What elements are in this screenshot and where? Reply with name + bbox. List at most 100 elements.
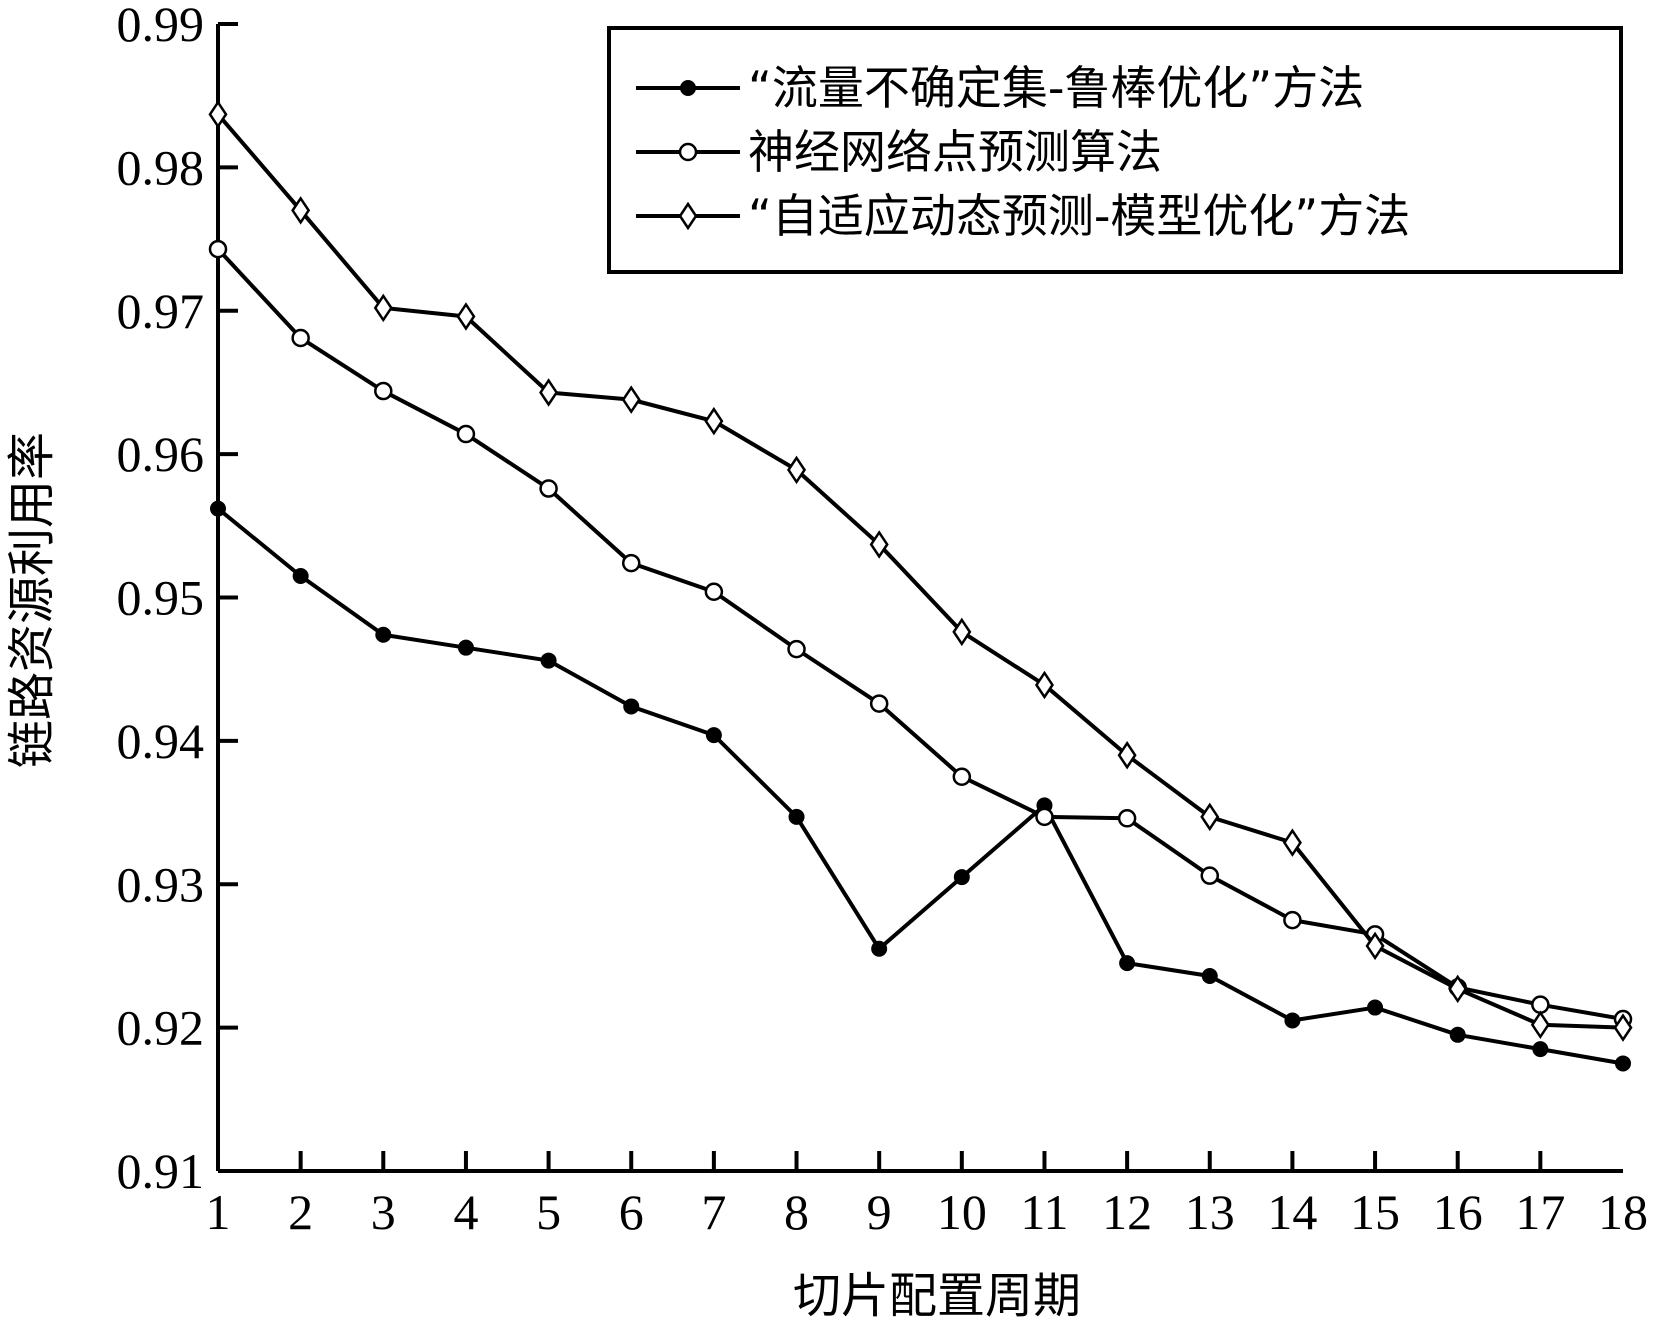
- y-tick-label: 0.96: [117, 426, 205, 482]
- series-1: [210, 500, 1631, 1072]
- axes: 0.910.920.930.940.950.960.970.980.991 2 3 4…: [117, 0, 1649, 1240]
- series-2-line: [216, 247, 1624, 1021]
- x-tick-label: 4: [453, 1184, 478, 1240]
- y-tick-label: 0.93: [117, 856, 205, 912]
- x-tick-label: 8: [784, 1184, 809, 1240]
- y-tick-label: 0.98: [117, 139, 205, 195]
- series-2-point: [539, 479, 558, 498]
- legend-label: 神经网络点预测算法: [748, 125, 1162, 179]
- x-tick-label: 5: [536, 1184, 561, 1240]
- x-tick-label: 10: [937, 1184, 987, 1240]
- series-3-point: [1530, 1010, 1550, 1040]
- series-1-point: [292, 567, 309, 584]
- series-1-point: [1201, 968, 1218, 985]
- series-3-point: [208, 100, 228, 129]
- series-2-point: [1035, 807, 1054, 827]
- series-3-point: [373, 293, 393, 323]
- series-layer: [208, 100, 1633, 1072]
- series-1-point: [623, 698, 640, 715]
- series-1-point: [540, 652, 557, 669]
- x-tick-label: 15: [1350, 1184, 1400, 1240]
- series-1-point: [457, 639, 474, 656]
- series-1-point: [1284, 1012, 1301, 1029]
- y-tick-label: 0.97: [117, 283, 205, 339]
- series-1-point: [375, 626, 392, 643]
- series-1-point: [1532, 1041, 1549, 1058]
- x-tick-label: 12: [1102, 1184, 1152, 1240]
- x-tick-label: 1: [206, 1184, 231, 1240]
- series-2-point: [374, 381, 393, 401]
- legend-marker: [680, 80, 696, 96]
- y-tick-label: 0.92: [117, 1000, 205, 1056]
- series-1-point: [705, 727, 722, 744]
- series-3-point: [1200, 802, 1220, 832]
- series-3-point: [1448, 974, 1468, 1004]
- series-3-point: [704, 406, 724, 436]
- series-3-point: [456, 302, 476, 331]
- x-tick-label: 2: [288, 1184, 313, 1240]
- series-2: [208, 239, 1633, 1029]
- x-tick-label: 17: [1515, 1184, 1565, 1240]
- y-tick-label: 0.99: [117, 0, 205, 52]
- series-1-point: [210, 500, 226, 517]
- series-3-point: [1282, 828, 1302, 857]
- series-1-point: [871, 940, 888, 957]
- series-1-line: [216, 507, 1624, 1066]
- series-3-point: [621, 385, 641, 414]
- series-2-point: [869, 694, 889, 713]
- x-axis-title: 切片配置周期: [793, 1268, 1081, 1324]
- series-2-point: [291, 328, 310, 348]
- legend-item-2: 神经网络点预测算法: [636, 125, 1162, 179]
- x-tick-label: 6: [619, 1184, 644, 1240]
- legend-marker: [678, 201, 698, 231]
- series-2-point: [952, 767, 972, 786]
- series-3-point: [952, 617, 972, 647]
- series-3-point: [1613, 1013, 1633, 1042]
- series-2-point: [704, 582, 724, 602]
- legend-item-1: “流量不确定集-鲁棒优化”方法: [636, 61, 1364, 115]
- y-tick-label: 0.94: [117, 713, 205, 769]
- legend-item-3: “自适应动态预测-模型优化”方法: [636, 189, 1410, 243]
- series-3-point: [1034, 670, 1054, 700]
- x-tick-label: 11: [1020, 1184, 1068, 1240]
- x-tick-label: 7: [701, 1184, 726, 1240]
- x-tick-label: 9: [867, 1184, 892, 1240]
- y-axis-title: 链路资源利用率: [4, 432, 60, 768]
- series-3-point: [291, 196, 311, 225]
- legend-marker: [678, 142, 698, 162]
- x-tick-label: 14: [1267, 1184, 1317, 1240]
- legend-box: [607, 26, 1623, 274]
- series-3-point: [539, 378, 559, 407]
- series-1-point: [1367, 999, 1384, 1016]
- series-1-point: [1615, 1055, 1631, 1072]
- series-3-point: [869, 530, 889, 559]
- series-3-point: [1365, 931, 1385, 961]
- series-3-line: [216, 113, 1624, 1030]
- x-tick-label: 18: [1598, 1184, 1648, 1240]
- series-3: [208, 100, 1633, 1042]
- series-2-point: [456, 424, 476, 444]
- y-tick-label: 0.95: [117, 570, 205, 626]
- series-2-point: [1117, 809, 1137, 828]
- legend-label: “自适应动态预测-模型优化”方法: [748, 189, 1410, 243]
- series-2-point: [1531, 995, 1550, 1014]
- legend-label: “流量不确定集-鲁棒优化”方法: [748, 61, 1364, 115]
- series-3-point: [787, 455, 807, 485]
- series-1-point: [788, 808, 805, 825]
- series-2-point: [208, 239, 228, 259]
- series-2-point: [1200, 866, 1220, 885]
- series-2-point: [787, 639, 806, 659]
- series-2-point: [621, 553, 641, 573]
- x-tick-label: 13: [1185, 1184, 1235, 1240]
- y-tick-label: 0.91: [117, 1143, 205, 1199]
- series-1-point: [953, 869, 970, 886]
- series-3-point: [1117, 740, 1137, 770]
- series-1-point: [1449, 1026, 1466, 1043]
- series-2-point: [1283, 910, 1302, 930]
- x-tick-label: 3: [371, 1184, 396, 1240]
- series-1-point: [1119, 955, 1136, 972]
- x-tick-label: 16: [1433, 1184, 1483, 1240]
